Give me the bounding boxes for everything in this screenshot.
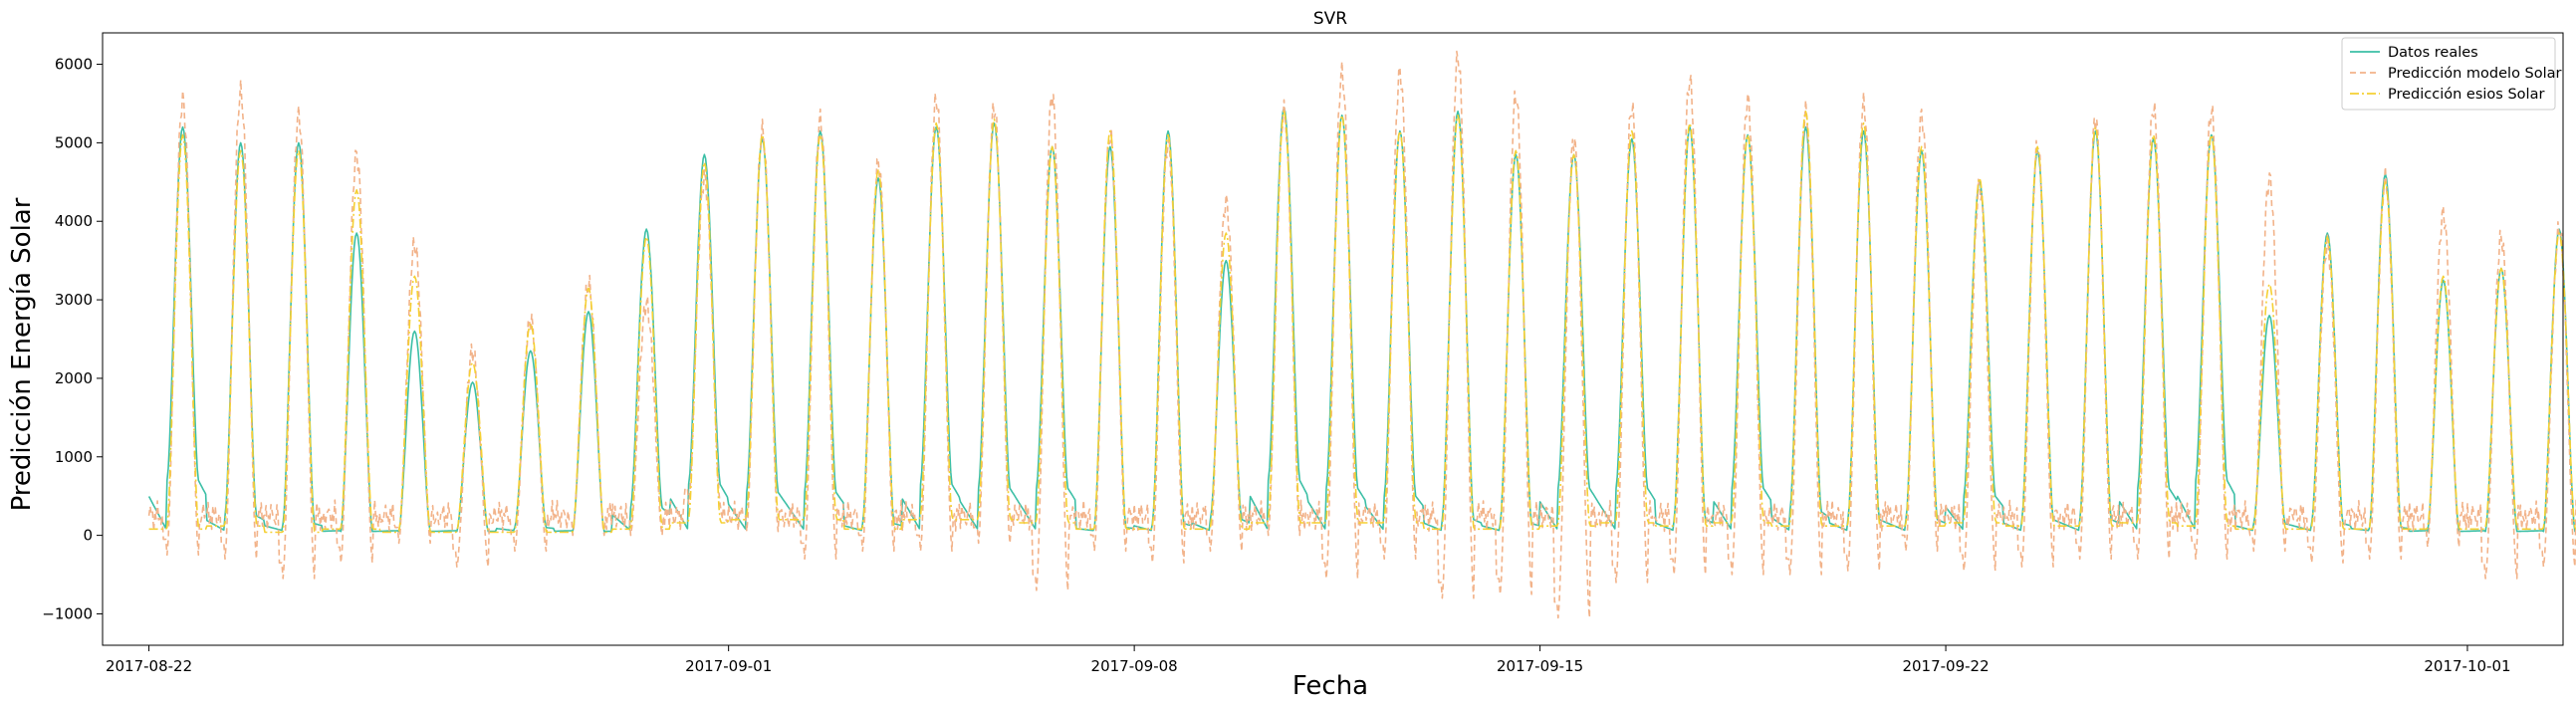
series-line-3 xyxy=(148,111,2576,534)
x-axis: 2017-08-22 2017-09-01 2017-09-08 2017-09-15… xyxy=(106,645,2511,675)
series-line-2 xyxy=(147,50,2576,619)
legend-label: Predicción esios Solar xyxy=(2388,87,2544,103)
x-tick-label: 2017-09-15 xyxy=(1497,657,1583,675)
y-tick-label: 1000 xyxy=(55,448,93,466)
legend: Datos reales Predicción modelo Solar Predi… xyxy=(2341,37,2562,111)
y-tick-label: 0 xyxy=(83,527,93,545)
chart-title: SVR xyxy=(1313,9,1347,29)
x-tick-label: 2017-09-08 xyxy=(1091,657,1178,675)
plot-frame xyxy=(102,32,2564,646)
x-tick-label: 2017-09-01 xyxy=(685,657,772,675)
y-axis-title: Predicción Energía Solar xyxy=(7,197,37,511)
y-tick-label: 5000 xyxy=(55,133,93,151)
y-axis: −1000 0 1000 2000 3000 4000 5000 6000 xyxy=(42,56,103,622)
series-line-1 xyxy=(147,107,2576,533)
x-axis-title: Fecha xyxy=(1292,671,1368,701)
x-tick-label: 2017-08-22 xyxy=(106,657,192,675)
legend-label: Datos reales xyxy=(2388,45,2478,61)
legend-box xyxy=(2341,37,2556,111)
y-tick-label: 3000 xyxy=(55,291,93,309)
plot-area xyxy=(147,50,2576,619)
x-tick-label: 2017-09-22 xyxy=(1902,657,1989,675)
y-tick-label: 4000 xyxy=(55,212,93,230)
x-tick-label: 2017-10-01 xyxy=(2424,657,2510,675)
y-tick-label: −1000 xyxy=(42,604,93,622)
y-tick-label: 2000 xyxy=(55,369,93,387)
legend-label: Predicción modelo Solar xyxy=(2388,66,2562,82)
y-tick-label: 6000 xyxy=(55,56,93,74)
